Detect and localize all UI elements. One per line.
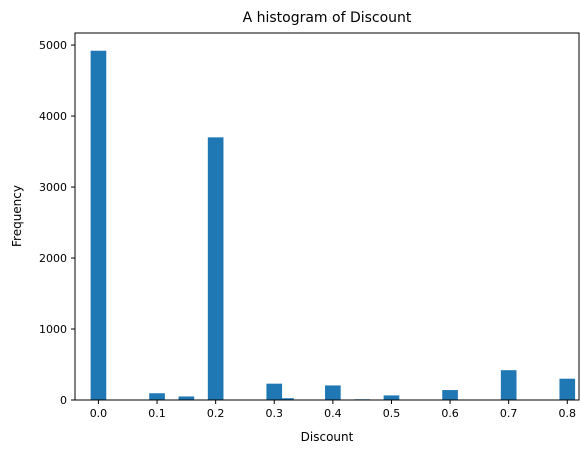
bar-4 — [266, 383, 283, 400]
plot-frame — [75, 33, 579, 400]
x-tick-label-2: 0.2 — [207, 407, 225, 420]
x-axis-ticks: 0.0 0.1 0.2 0.3 0.4 0.5 0.6 0.7 0.8 — [90, 400, 576, 420]
x-axis-label: Discount — [301, 430, 354, 444]
bar-0 — [90, 50, 107, 401]
x-tick-label-0: 0.0 — [90, 407, 108, 420]
bar-5 — [278, 398, 294, 400]
y-axis-ticks: 0 1000 2000 3000 4000 5000 — [39, 39, 75, 407]
y-tick-label-0: 0 — [60, 394, 67, 407]
bar-6 — [325, 385, 341, 400]
bar-2 — [178, 396, 195, 400]
chart-title: A histogram of Discount — [243, 10, 412, 26]
y-tick-label-2: 2000 — [39, 252, 67, 265]
y-tick-label-5: 5000 — [39, 39, 67, 52]
bar-11 — [559, 378, 576, 400]
x-tick-label-7: 0.7 — [500, 407, 518, 420]
bar-1 — [149, 393, 165, 400]
y-tick-label-1: 1000 — [39, 323, 67, 336]
y-tick-label-3: 3000 — [39, 181, 67, 194]
x-tick-label-4: 0.4 — [324, 407, 342, 420]
bars-group — [90, 50, 576, 401]
x-tick-label-1: 0.1 — [148, 407, 166, 420]
plot-area: 0.0 0.1 0.2 0.3 0.4 0.5 0.6 0.7 0.8 0 1000 2000 300… — [39, 32, 580, 420]
y-axis-label: Frequency — [10, 185, 24, 247]
x-tick-label-6: 0.6 — [441, 407, 459, 420]
x-tick-label-3: 0.3 — [266, 407, 284, 420]
bar-10 — [500, 370, 517, 400]
y-tick-label-4: 4000 — [39, 110, 67, 123]
x-tick-label-8: 0.8 — [559, 407, 577, 420]
axes-border — [74, 32, 580, 401]
bar-9 — [442, 390, 458, 400]
x-tick-label-5: 0.5 — [383, 407, 401, 420]
bar-3 — [207, 137, 224, 400]
bar-8 — [383, 395, 400, 400]
